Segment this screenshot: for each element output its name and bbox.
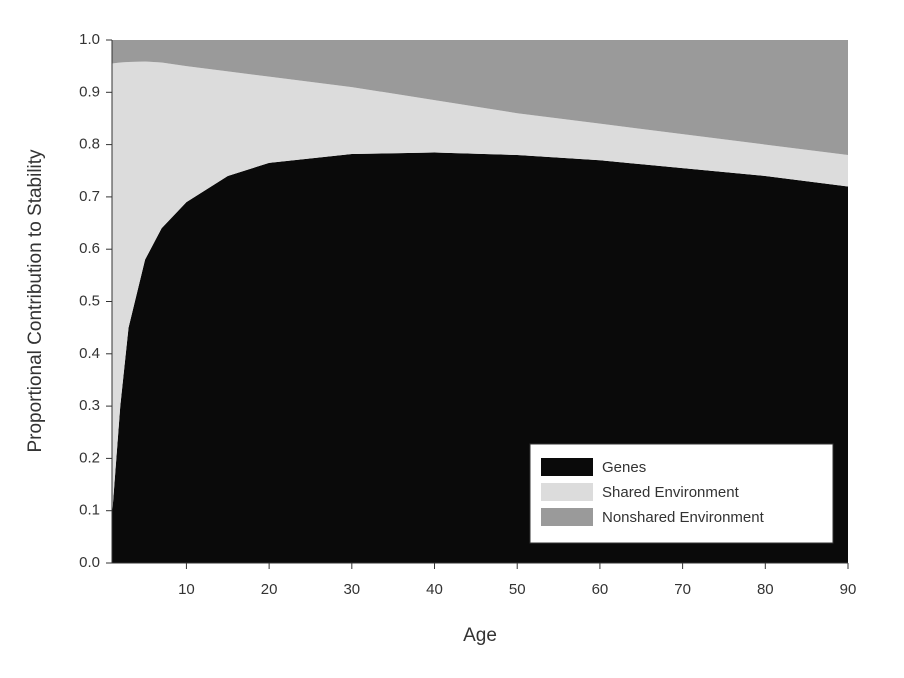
area <box>112 40 848 156</box>
x-axis-label: Age <box>463 625 497 646</box>
legend-label: Genes <box>602 459 646 476</box>
y-tick-label: 0.5 <box>79 292 100 309</box>
x-tick-label: 90 <box>840 581 857 598</box>
y-tick-label: 0.0 <box>79 554 100 571</box>
y-tick-label: 0.3 <box>79 397 100 414</box>
x-tick-label: 20 <box>261 581 278 598</box>
x-tick-label: 10 <box>178 581 195 598</box>
legend-swatch <box>541 508 593 526</box>
legend-swatch <box>541 458 593 476</box>
y-tick-label: 0.6 <box>79 240 100 257</box>
y-tick-label: 0.9 <box>79 83 100 100</box>
legend-label: Nonshared Environment <box>602 509 765 526</box>
legend-swatch <box>541 483 593 501</box>
y-tick-label: 0.2 <box>79 449 100 466</box>
legend-label: Shared Environment <box>602 484 740 501</box>
y-tick-label: 0.7 <box>79 188 100 205</box>
y-tick-label: 0.1 <box>79 502 100 519</box>
area <box>112 61 848 516</box>
x-tick-label: 70 <box>674 581 691 598</box>
y-tick-label: 0.4 <box>79 345 100 362</box>
y-axis-label: Proportional Contribution to Stability <box>25 149 46 453</box>
x-tick-label: 80 <box>757 581 774 598</box>
y-tick-label: 1.0 <box>79 31 100 48</box>
x-tick-label: 60 <box>592 581 609 598</box>
x-tick-label: 30 <box>343 581 360 598</box>
x-tick-label: 50 <box>509 581 526 598</box>
x-tick-label: 40 <box>426 581 443 598</box>
y-tick-label: 0.8 <box>79 136 100 153</box>
